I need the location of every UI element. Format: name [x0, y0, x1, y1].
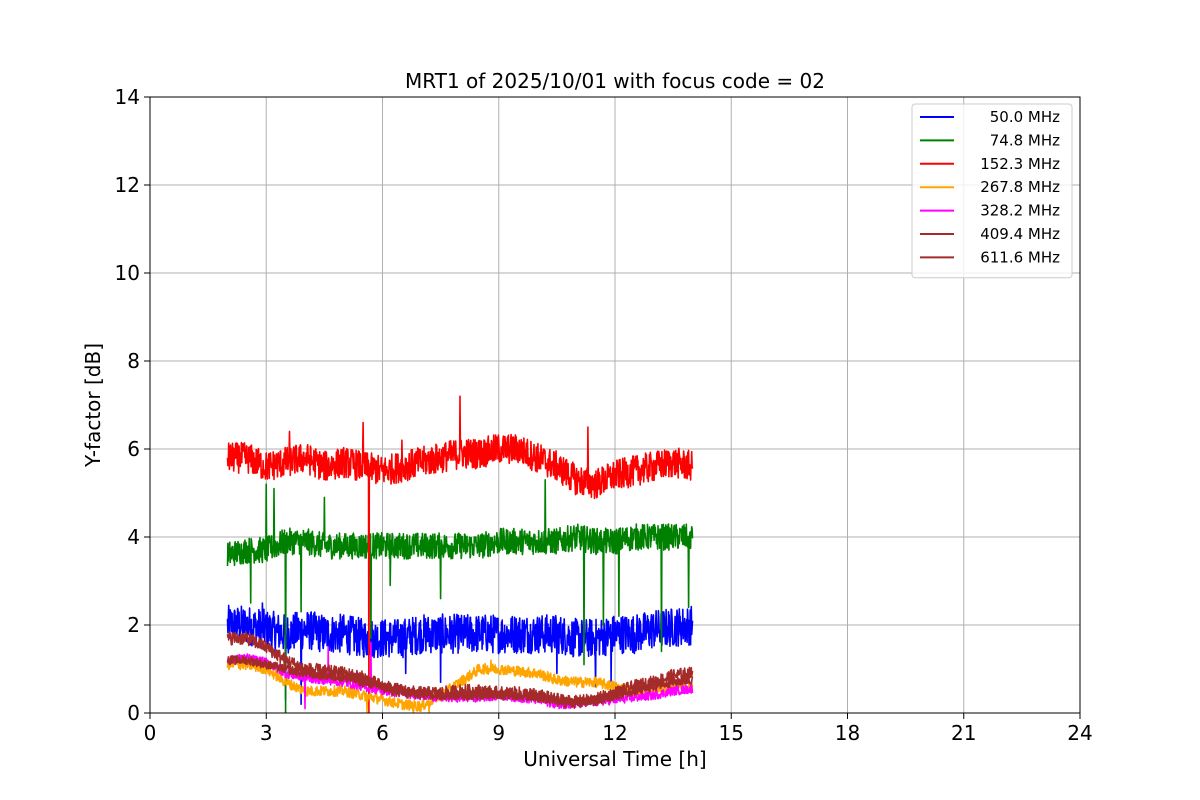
series-layer	[226, 395, 694, 713]
x-tick-label: 18	[835, 721, 860, 745]
series-line	[226, 630, 694, 710]
y-tick-label: 2	[127, 613, 140, 637]
y-tick-label: 8	[127, 349, 140, 373]
x-tick-label: 24	[1067, 721, 1092, 745]
plot-area	[226, 395, 694, 713]
x-tick-label: 21	[951, 721, 976, 745]
chart-title: MRT1 of 2025/10/01 with focus code = 02	[405, 69, 825, 93]
legend-label: 611.6 MHz	[980, 248, 1060, 266]
series-line	[226, 478, 694, 713]
y-tick-label: 10	[115, 261, 140, 285]
y-tick-label: 14	[115, 85, 140, 109]
y-tick-label: 12	[115, 173, 140, 197]
y-tick-label: 0	[127, 701, 140, 725]
x-tick-label: 9	[492, 721, 505, 745]
legend-label: 267.8 MHz	[980, 178, 1060, 196]
legend-label: 74.8 MHz	[990, 131, 1060, 149]
x-tick-label: 3	[260, 721, 273, 745]
legend-label: 50.0 MHz	[990, 108, 1060, 126]
series-line	[226, 602, 694, 706]
legend-label: 328.2 MHz	[980, 202, 1060, 220]
y-tick-label: 6	[127, 437, 140, 461]
x-tick-label: 6	[376, 721, 389, 745]
series-line	[226, 395, 694, 713]
series-line	[226, 641, 694, 710]
x-tick-label: 0	[144, 721, 157, 745]
x-axis-label: Universal Time [h]	[523, 747, 706, 771]
legend-label: 409.4 MHz	[980, 225, 1060, 243]
y-axis-label: Y-factor [dB]	[81, 343, 105, 468]
x-tick-label: 15	[719, 721, 744, 745]
x-tick-label: 12	[602, 721, 627, 745]
legend: 50.0 MHz 74.8 MHz 152.3 MHz 267.8 MHz 328.2 …	[911, 103, 1073, 279]
legend-label: 152.3 MHz	[980, 155, 1060, 173]
y-tick-label: 4	[127, 525, 140, 549]
